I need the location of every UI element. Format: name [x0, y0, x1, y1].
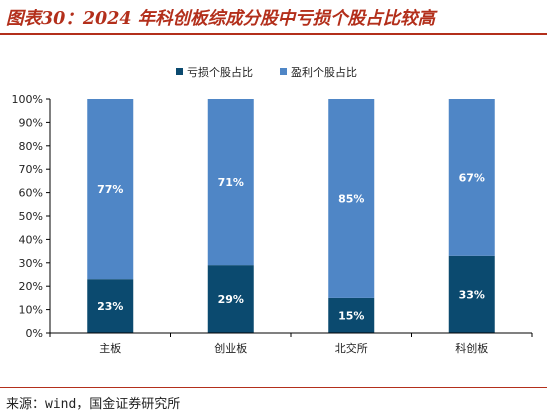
y-tick-label: 50%: [19, 210, 43, 223]
chart-legend: 亏损个股占比 盈利个股占比: [176, 65, 357, 79]
y-tick-label: 60%: [19, 187, 43, 200]
bar-loss: [448, 255, 495, 333]
bar-data-label: 77%: [97, 183, 123, 196]
bar-profit: [207, 99, 254, 266]
legend-swatch-loss: [176, 68, 183, 75]
y-tick-label: 70%: [19, 163, 43, 176]
title-divider: [0, 33, 547, 35]
bar-data-label: 23%: [97, 300, 123, 313]
source-note: 来源：wind，国金证券研究所: [6, 397, 181, 412]
source-divider: [0, 387, 547, 388]
bar-data-label: 33%: [459, 288, 485, 301]
bar-loss: [87, 279, 134, 333]
bar-profit: [448, 99, 495, 256]
y-tick-label: 0%: [26, 327, 43, 340]
x-tick-label: 创业板: [214, 341, 247, 355]
y-tick-label: 10%: [19, 304, 43, 317]
y-tick-label: 40%: [19, 233, 43, 246]
y-tick-label: 80%: [19, 140, 43, 153]
bar-profit: [87, 99, 134, 280]
y-tick-label: 30%: [19, 257, 43, 270]
legend-label-loss: 亏损个股占比: [187, 65, 253, 79]
y-tick-label: 90%: [19, 116, 43, 129]
x-tick-label: 北交所: [335, 341, 368, 355]
legend-label-profit: 盈利个股占比: [291, 65, 357, 79]
x-axis: 主板 创业板 北交所 科创板: [49, 332, 533, 355]
bar-data-label: 67%: [459, 171, 485, 184]
bar-data-label: 71%: [218, 176, 244, 189]
y-tick-label: 20%: [19, 280, 43, 293]
bar-data-label: 85%: [338, 192, 364, 205]
bar-loss: [207, 265, 254, 333]
y-tick-label: 100%: [12, 93, 43, 106]
figure-title: 图表30：2024 年科创板综成分股中亏损个股占比较高: [6, 9, 436, 29]
bars-group: 23% 77% 29% 71% 15% 85% 33% 67%: [87, 99, 495, 333]
bar-data-label: 15%: [338, 309, 364, 322]
bar-data-label: 29%: [218, 293, 244, 306]
bar-loss: [328, 297, 375, 333]
x-tick-label: 科创板: [455, 341, 488, 355]
x-tick-label: 主板: [99, 341, 121, 355]
y-axis: 0% 10% 20% 30% 40% 50% 60% 70% 80% 90% 100%: [12, 93, 51, 340]
bar-profit: [328, 99, 375, 298]
legend-swatch-profit: [280, 68, 287, 75]
